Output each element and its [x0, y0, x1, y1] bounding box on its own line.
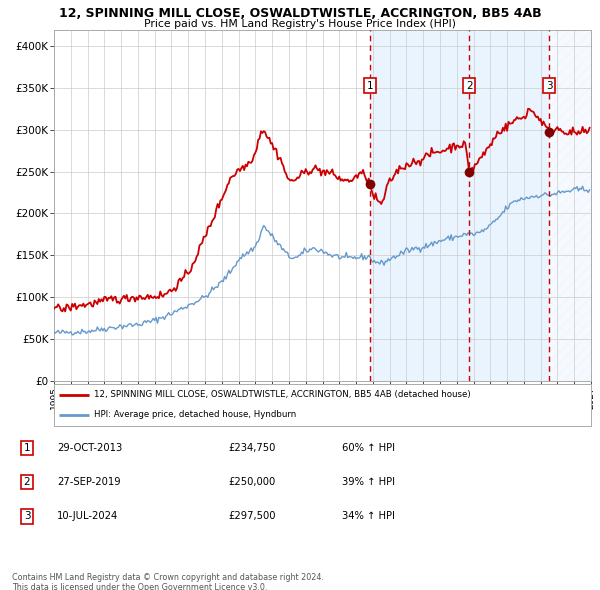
Text: £297,500: £297,500 — [228, 512, 275, 521]
Text: £234,750: £234,750 — [228, 443, 275, 453]
Text: 2: 2 — [466, 80, 472, 90]
Text: Contains HM Land Registry data © Crown copyright and database right 2024.: Contains HM Land Registry data © Crown c… — [12, 573, 324, 582]
Text: HPI: Average price, detached house, Hyndburn: HPI: Average price, detached house, Hynd… — [94, 410, 296, 419]
Text: 39% ↑ HPI: 39% ↑ HPI — [342, 477, 395, 487]
Text: 1: 1 — [367, 80, 373, 90]
Text: 12, SPINNING MILL CLOSE, OSWALDTWISTLE, ACCRINGTON, BB5 4AB: 12, SPINNING MILL CLOSE, OSWALDTWISTLE, … — [59, 7, 541, 20]
Text: 27-SEP-2019: 27-SEP-2019 — [57, 477, 121, 487]
Text: 3: 3 — [546, 80, 553, 90]
Text: This data is licensed under the Open Government Licence v3.0.: This data is licensed under the Open Gov… — [12, 583, 268, 590]
Text: £250,000: £250,000 — [228, 477, 275, 487]
Text: 12, SPINNING MILL CLOSE, OSWALDTWISTLE, ACCRINGTON, BB5 4AB (detached house): 12, SPINNING MILL CLOSE, OSWALDTWISTLE, … — [94, 391, 471, 399]
Text: 34% ↑ HPI: 34% ↑ HPI — [342, 512, 395, 521]
Text: Price paid vs. HM Land Registry's House Price Index (HPI): Price paid vs. HM Land Registry's House … — [144, 19, 456, 29]
Bar — [370, 30, 550, 381]
Text: 29-OCT-2013: 29-OCT-2013 — [57, 443, 122, 453]
Text: 1: 1 — [23, 443, 31, 453]
Bar — [550, 30, 591, 381]
Text: 3: 3 — [23, 512, 31, 521]
Text: 10-JUL-2024: 10-JUL-2024 — [57, 512, 118, 521]
Text: 60% ↑ HPI: 60% ↑ HPI — [342, 443, 395, 453]
Text: 2: 2 — [23, 477, 31, 487]
